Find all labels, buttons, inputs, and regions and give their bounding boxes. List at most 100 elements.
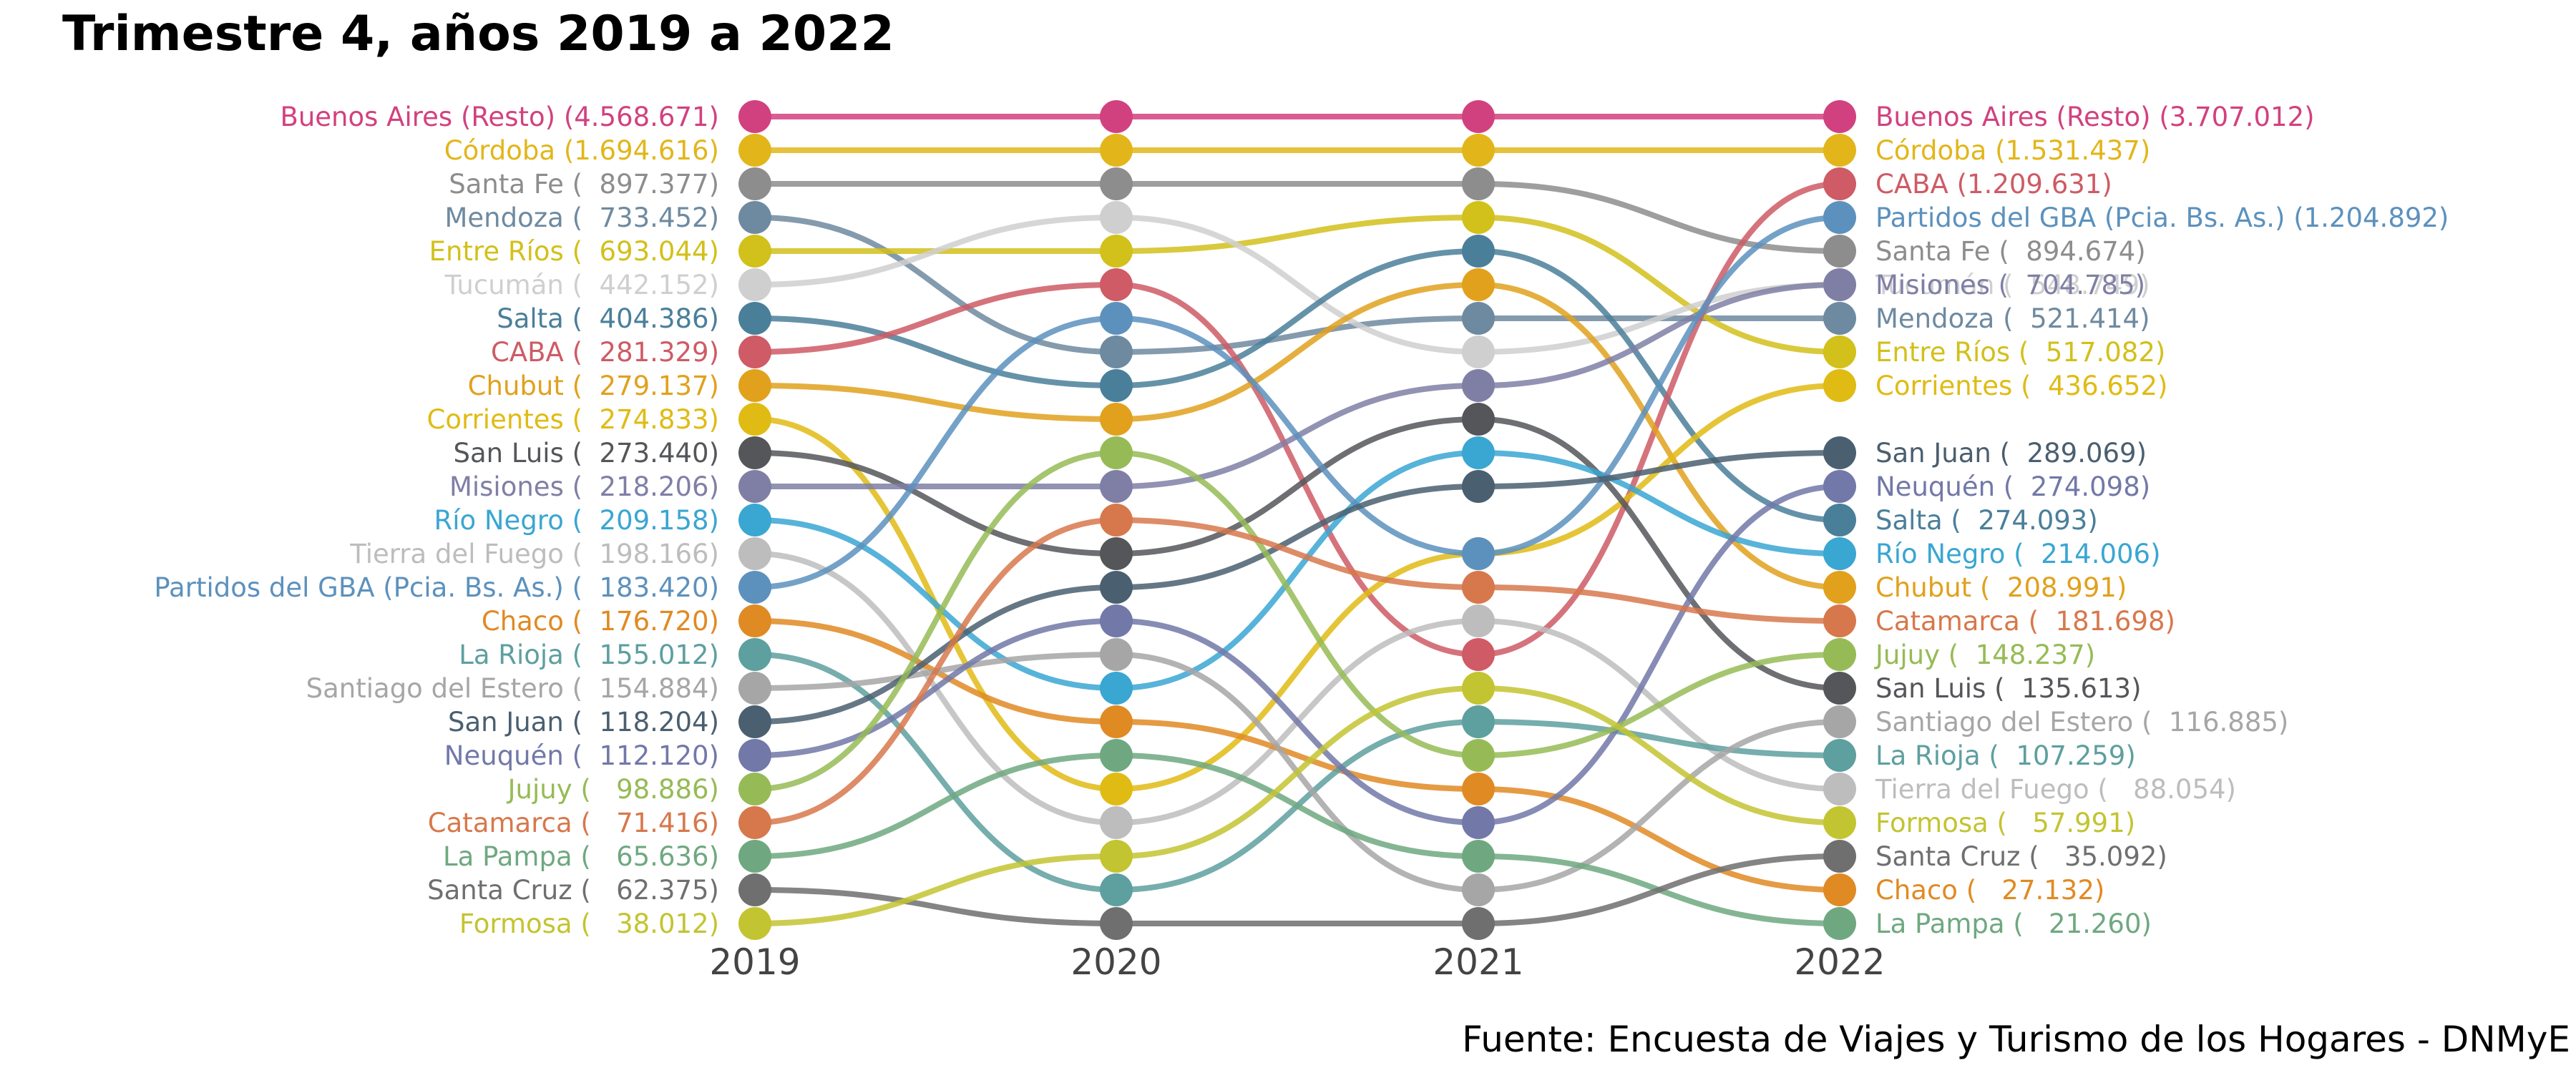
point-entre-rios-2021 [1462, 201, 1495, 234]
point-la-rioja-2019 [738, 638, 771, 671]
right-labels: Buenos Aires (Resto) (3.707.012)Córdoba … [1874, 102, 2449, 939]
point-salta-2020 [1100, 369, 1133, 402]
point-tucuman-2019 [738, 268, 771, 301]
point-santiago-del-estero-2019 [738, 672, 771, 705]
label-right-rio-negro: Río Negro ( 214.006) [1875, 539, 2161, 569]
point-cordoba-2021 [1462, 134, 1495, 167]
point-rio-negro-2022 [1823, 537, 1856, 570]
point-tierra-del-fuego-2022 [1823, 773, 1856, 805]
series-line-partidos-del-gba-pcia-bs-as [754, 215, 1840, 590]
point-rio-negro-2020 [1100, 672, 1133, 705]
label-left-jujuy: Jujuy ( 98.886) [507, 774, 719, 805]
x-tick-2019: 2019 [709, 941, 800, 983]
point-caba-2022 [1823, 167, 1856, 200]
point-partidos-del-gba-pcia-bs-as-2020 [1100, 302, 1133, 335]
point-entre-rios-2020 [1100, 235, 1133, 268]
label-right-salta: Salta ( 274.093) [1875, 505, 2098, 536]
series-line-santa-cruz [754, 853, 1840, 927]
label-left-mendoza: Mendoza ( 733.452) [444, 202, 719, 233]
point-rio-negro-2019 [738, 504, 771, 536]
label-left-chaco: Chaco ( 176.720) [482, 606, 719, 637]
x-tick-2020: 2020 [1070, 941, 1161, 983]
x-axis-years: 2019 2020 2021 2022 [709, 941, 1885, 983]
label-right-san-juan: San Juan ( 289.069) [1875, 438, 2147, 469]
point-partidos-del-gba-pcia-bs-as-2022 [1823, 201, 1856, 234]
series-line-catamarca [754, 516, 1840, 825]
label-right-formosa: Formosa ( 57.991) [1875, 808, 2135, 838]
point-santiago-del-estero-2020 [1100, 638, 1133, 671]
point-la-pampa-2022 [1823, 907, 1856, 940]
point-caba-2019 [738, 335, 771, 368]
label-left-tucuman: Tucumán ( 442.152) [444, 270, 719, 300]
label-left-santiago-del-estero: Santiago del Estero ( 154.884) [306, 673, 719, 704]
point-catamarca-2020 [1100, 504, 1133, 536]
label-left-partidos-del-gba-pcia-bs-as: Partidos del GBA (Pcia. Bs. As.) ( 183.4… [154, 572, 719, 603]
point-rio-negro-2021 [1462, 436, 1495, 469]
point-chaco-2020 [1100, 705, 1133, 738]
label-right-santa-cruz: Santa Cruz ( 35.092) [1875, 841, 2167, 872]
series-line-tierra-del-fuego [754, 551, 1840, 826]
label-left-catamarca: Catamarca ( 71.416) [428, 808, 719, 838]
point-santa-fe-2019 [738, 167, 771, 200]
point-san-luis-2020 [1100, 537, 1133, 570]
point-neuquen-2022 [1823, 470, 1856, 503]
point-cordoba-2020 [1100, 134, 1133, 167]
label-right-partidos-del-gba-pcia-bs-as: Partidos del GBA (Pcia. Bs. As.) (1.204.… [1875, 202, 2449, 233]
label-left-san-juan: San Juan ( 118.204) [448, 707, 719, 738]
point-chubut-2020 [1100, 403, 1133, 436]
x-tick-2022: 2022 [1794, 941, 1885, 983]
point-chubut-2021 [1462, 268, 1495, 301]
point-catamarca-2019 [738, 806, 771, 839]
point-tucuman-2020 [1100, 201, 1133, 234]
point-tierra-del-fuego-2020 [1100, 806, 1133, 839]
point-santa-fe-2021 [1462, 167, 1495, 200]
series-line-caba [754, 181, 1840, 658]
label-right-entre-rios: Entre Ríos ( 517.082) [1875, 337, 2165, 368]
label-right-santiago-del-estero: Santiago del Estero ( 116.885) [1875, 707, 2288, 738]
point-mendoza-2021 [1462, 302, 1495, 335]
point-entre-rios-2022 [1823, 335, 1856, 368]
point-misiones-2020 [1100, 470, 1133, 503]
label-left-chubut: Chubut ( 279.137) [468, 371, 719, 401]
series-line-chaco [754, 618, 1840, 893]
label-left-la-rioja: La Rioja ( 155.012) [459, 640, 719, 670]
series-line-san-luis [754, 416, 1840, 691]
point-santiago-del-estero-2021 [1462, 873, 1495, 906]
series-line-formosa [754, 685, 1840, 926]
label-right-tierra-del-fuego: Tierra del Fuego ( 88.054) [1875, 774, 2236, 805]
point-catamarca-2022 [1823, 604, 1856, 637]
point-chaco-2019 [738, 604, 771, 637]
point-tierra-del-fuego-2021 [1462, 604, 1495, 637]
series-line-entre-rios [754, 214, 1840, 355]
point-san-luis-2019 [738, 436, 771, 469]
label-right-catamarca: Catamarca ( 181.698) [1875, 606, 2175, 637]
point-buenos-aires-resto-2021 [1462, 100, 1495, 133]
point-san-juan-2020 [1100, 571, 1133, 604]
label-left-formosa: Formosa ( 38.012) [459, 908, 719, 939]
point-salta-2022 [1823, 504, 1856, 536]
point-caba-2020 [1100, 268, 1133, 301]
point-tucuman-2021 [1462, 335, 1495, 368]
series-line-misiones [755, 282, 1840, 490]
point-chubut-2022 [1823, 571, 1856, 604]
series-line-rio-negro [754, 449, 1840, 692]
point-la-pampa-2019 [738, 840, 771, 873]
label-left-buenos-aires-resto: Buenos Aires (Resto) (4.568.671) [280, 102, 719, 132]
series-line-tucuman [754, 214, 1840, 356]
point-misiones-2021 [1462, 369, 1495, 402]
series-line-santa-fe [754, 180, 1840, 254]
point-corrientes-2019 [738, 403, 771, 436]
point-catamarca-2021 [1462, 571, 1495, 604]
point-san-juan-2019 [738, 705, 771, 738]
point-buenos-aires-resto-2020 [1100, 100, 1133, 133]
point-jujuy-2019 [738, 773, 771, 805]
label-right-santa-fe: Santa Fe ( 894.674) [1875, 236, 2146, 267]
point-santiago-del-estero-2022 [1823, 705, 1856, 738]
label-right-san-luis: San Luis ( 135.613) [1875, 673, 2142, 704]
point-mendoza-2020 [1100, 335, 1133, 368]
point-san-juan-2022 [1823, 436, 1856, 469]
label-left-corrientes: Corrientes ( 274.833) [427, 404, 719, 435]
label-right-caba: CABA (1.209.631) [1875, 169, 2112, 200]
series-points [738, 100, 1856, 940]
